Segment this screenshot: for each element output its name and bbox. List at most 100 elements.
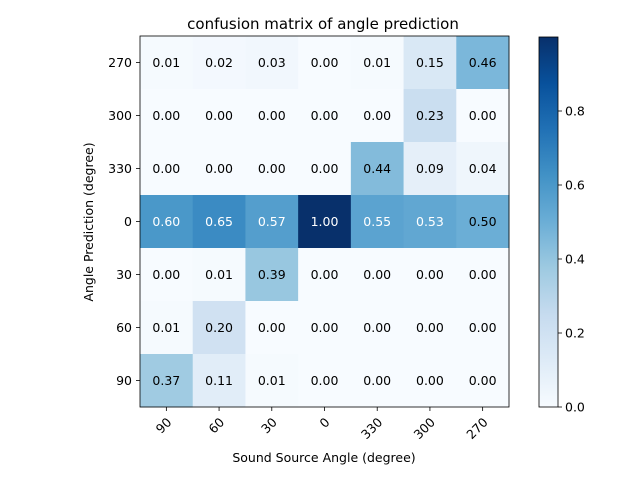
heatmap-cell-label: 0.00 [469, 108, 497, 123]
x-axis-label: Sound Source Angle (degree) [232, 450, 415, 465]
heatmap-cell [403, 354, 457, 408]
colorbar-tick-label: 0.0 [565, 400, 585, 415]
colorbar-tick-label: 0.8 [565, 104, 585, 119]
heatmap-cell-label: 0.44 [363, 161, 391, 176]
heatmap-cell [140, 89, 194, 143]
heatmap-cell-label: 0.01 [258, 373, 286, 388]
heatmap-cell-label: 0.00 [363, 108, 391, 123]
heatmap-cell [140, 36, 194, 90]
y-tick-label: 330 [108, 161, 132, 176]
heatmap-cell-label: 0.39 [258, 267, 286, 282]
heatmap-cell-label: 0.00 [152, 267, 180, 282]
heatmap-cell [140, 248, 194, 302]
heatmap-cell-label: 0.01 [152, 320, 180, 335]
chart-title: confusion matrix of angle prediction [187, 15, 459, 33]
colorbar-ticks: 0.0 0.2 0.4 0.6 0.8 [558, 104, 585, 415]
x-tick-label: 90 [153, 414, 175, 436]
x-tick-label: 330 [358, 414, 386, 442]
heatmap-cell-label: 0.00 [258, 320, 286, 335]
heatmap-cell [298, 248, 352, 302]
heatmap-cell [245, 195, 299, 249]
y-tick-label: 270 [108, 55, 132, 70]
heatmap-cell [403, 195, 457, 249]
x-tick-label: 30 [258, 414, 280, 436]
heatmap-cell-label: 0.00 [363, 320, 391, 335]
heatmap-cell [140, 195, 194, 249]
heatmap-cell [245, 248, 299, 302]
heatmap-cell-label: 0.53 [416, 214, 444, 229]
heatmap-cell [192, 354, 246, 408]
heatmap-cell [456, 36, 510, 90]
heatmap-cell [192, 36, 246, 90]
heatmap-cell [403, 301, 457, 355]
heatmap-cell [245, 89, 299, 143]
heatmap-cell-label: 0.00 [363, 373, 391, 388]
colorbar-tick-label: 0.2 [565, 326, 585, 341]
heatmap-cell-label: 0.55 [363, 214, 391, 229]
heatmap-cell-label: 0.03 [258, 55, 286, 70]
heatmap-cell [298, 36, 352, 90]
heatmap-cell-label: 0.11 [205, 373, 233, 388]
y-axis-ticks: 270 300 330 0 30 60 90 [108, 55, 140, 388]
heatmap-cell-label: 0.01 [205, 267, 233, 282]
heatmap-cell-label: 0.00 [469, 373, 497, 388]
heatmap-cell-label: 0.02 [205, 55, 233, 70]
y-axis-label: Angle Prediction (degree) [81, 142, 96, 301]
x-tick-label: 0 [316, 414, 332, 430]
heatmap-cell [192, 301, 246, 355]
heatmap-cell-label: 0.01 [152, 55, 180, 70]
x-tick-label: 300 [411, 414, 439, 442]
heatmap-cell-label: 0.00 [152, 108, 180, 123]
heatmap-cell-label: 0.00 [416, 320, 444, 335]
heatmap-cell-label: 0.00 [469, 320, 497, 335]
heatmap-cell [245, 36, 299, 90]
colorbar-tick-label: 0.6 [565, 178, 585, 193]
heatmap-cell-label: 0.00 [311, 108, 339, 123]
heatmap-cell [350, 142, 405, 196]
heatmap-cell-label: 0.00 [258, 161, 286, 176]
heatmap-cell [140, 301, 194, 355]
heatmap-cell-label: 0.00 [416, 267, 444, 282]
heatmap-cell [298, 354, 352, 408]
heatmap-cell-label: 0.00 [152, 161, 180, 176]
x-axis-ticks: 90 60 30 0 330 300 270 [153, 407, 491, 442]
heatmap-cell [403, 248, 457, 302]
heatmap-cell-label: 0.46 [469, 55, 497, 70]
y-tick-label: 60 [116, 320, 132, 335]
heatmap-cell [192, 195, 246, 249]
heatmap-cell-label: 0.00 [311, 320, 339, 335]
heatmap-cell-label: 0.01 [363, 55, 391, 70]
heatmap-cell [245, 354, 299, 408]
heatmap-cell [350, 89, 405, 143]
x-tick-label: 270 [463, 414, 491, 442]
x-tick-label: 60 [205, 414, 227, 436]
heatmap-cell [192, 89, 246, 143]
heatmap-cell [298, 142, 352, 196]
heatmap-cell [192, 248, 246, 302]
heatmap-cell-label: 0.23 [416, 108, 444, 123]
heatmap-cell [456, 142, 510, 196]
heatmap-cell-label: 0.57 [258, 214, 286, 229]
heatmap-cell-label: 0.37 [152, 373, 180, 388]
heatmap-cell [245, 301, 299, 355]
heatmap-cell [140, 354, 194, 408]
heatmap-cell [403, 89, 457, 143]
heatmap-cell [245, 142, 299, 196]
heatmap-cell-label: 0.00 [416, 373, 444, 388]
heatmap-cell [298, 301, 352, 355]
heatmap-cell [350, 36, 405, 90]
y-tick-label: 0 [124, 214, 132, 229]
heatmap-cell-label: 0.20 [205, 320, 233, 335]
colorbar [538, 36, 559, 408]
heatmap-cell-label: 0.09 [416, 161, 444, 176]
heatmap-cell-labels: 0.01 0.02 0.03 0.00 0.01 0.15 0.46 0.00 0.00 0.00… [152, 55, 496, 388]
heatmap-cell-label: 0.15 [416, 55, 444, 70]
heatmap-cell [456, 89, 510, 143]
heatmap-cell-label: 0.65 [205, 214, 233, 229]
heatmap-cell [456, 301, 510, 355]
heatmap-cell [350, 248, 405, 302]
heatmap-cell-label: 0.00 [311, 55, 339, 70]
heatmap-cell [298, 195, 352, 249]
heatmap-cell [456, 195, 510, 249]
heatmap-cell-label: 0.00 [311, 161, 339, 176]
